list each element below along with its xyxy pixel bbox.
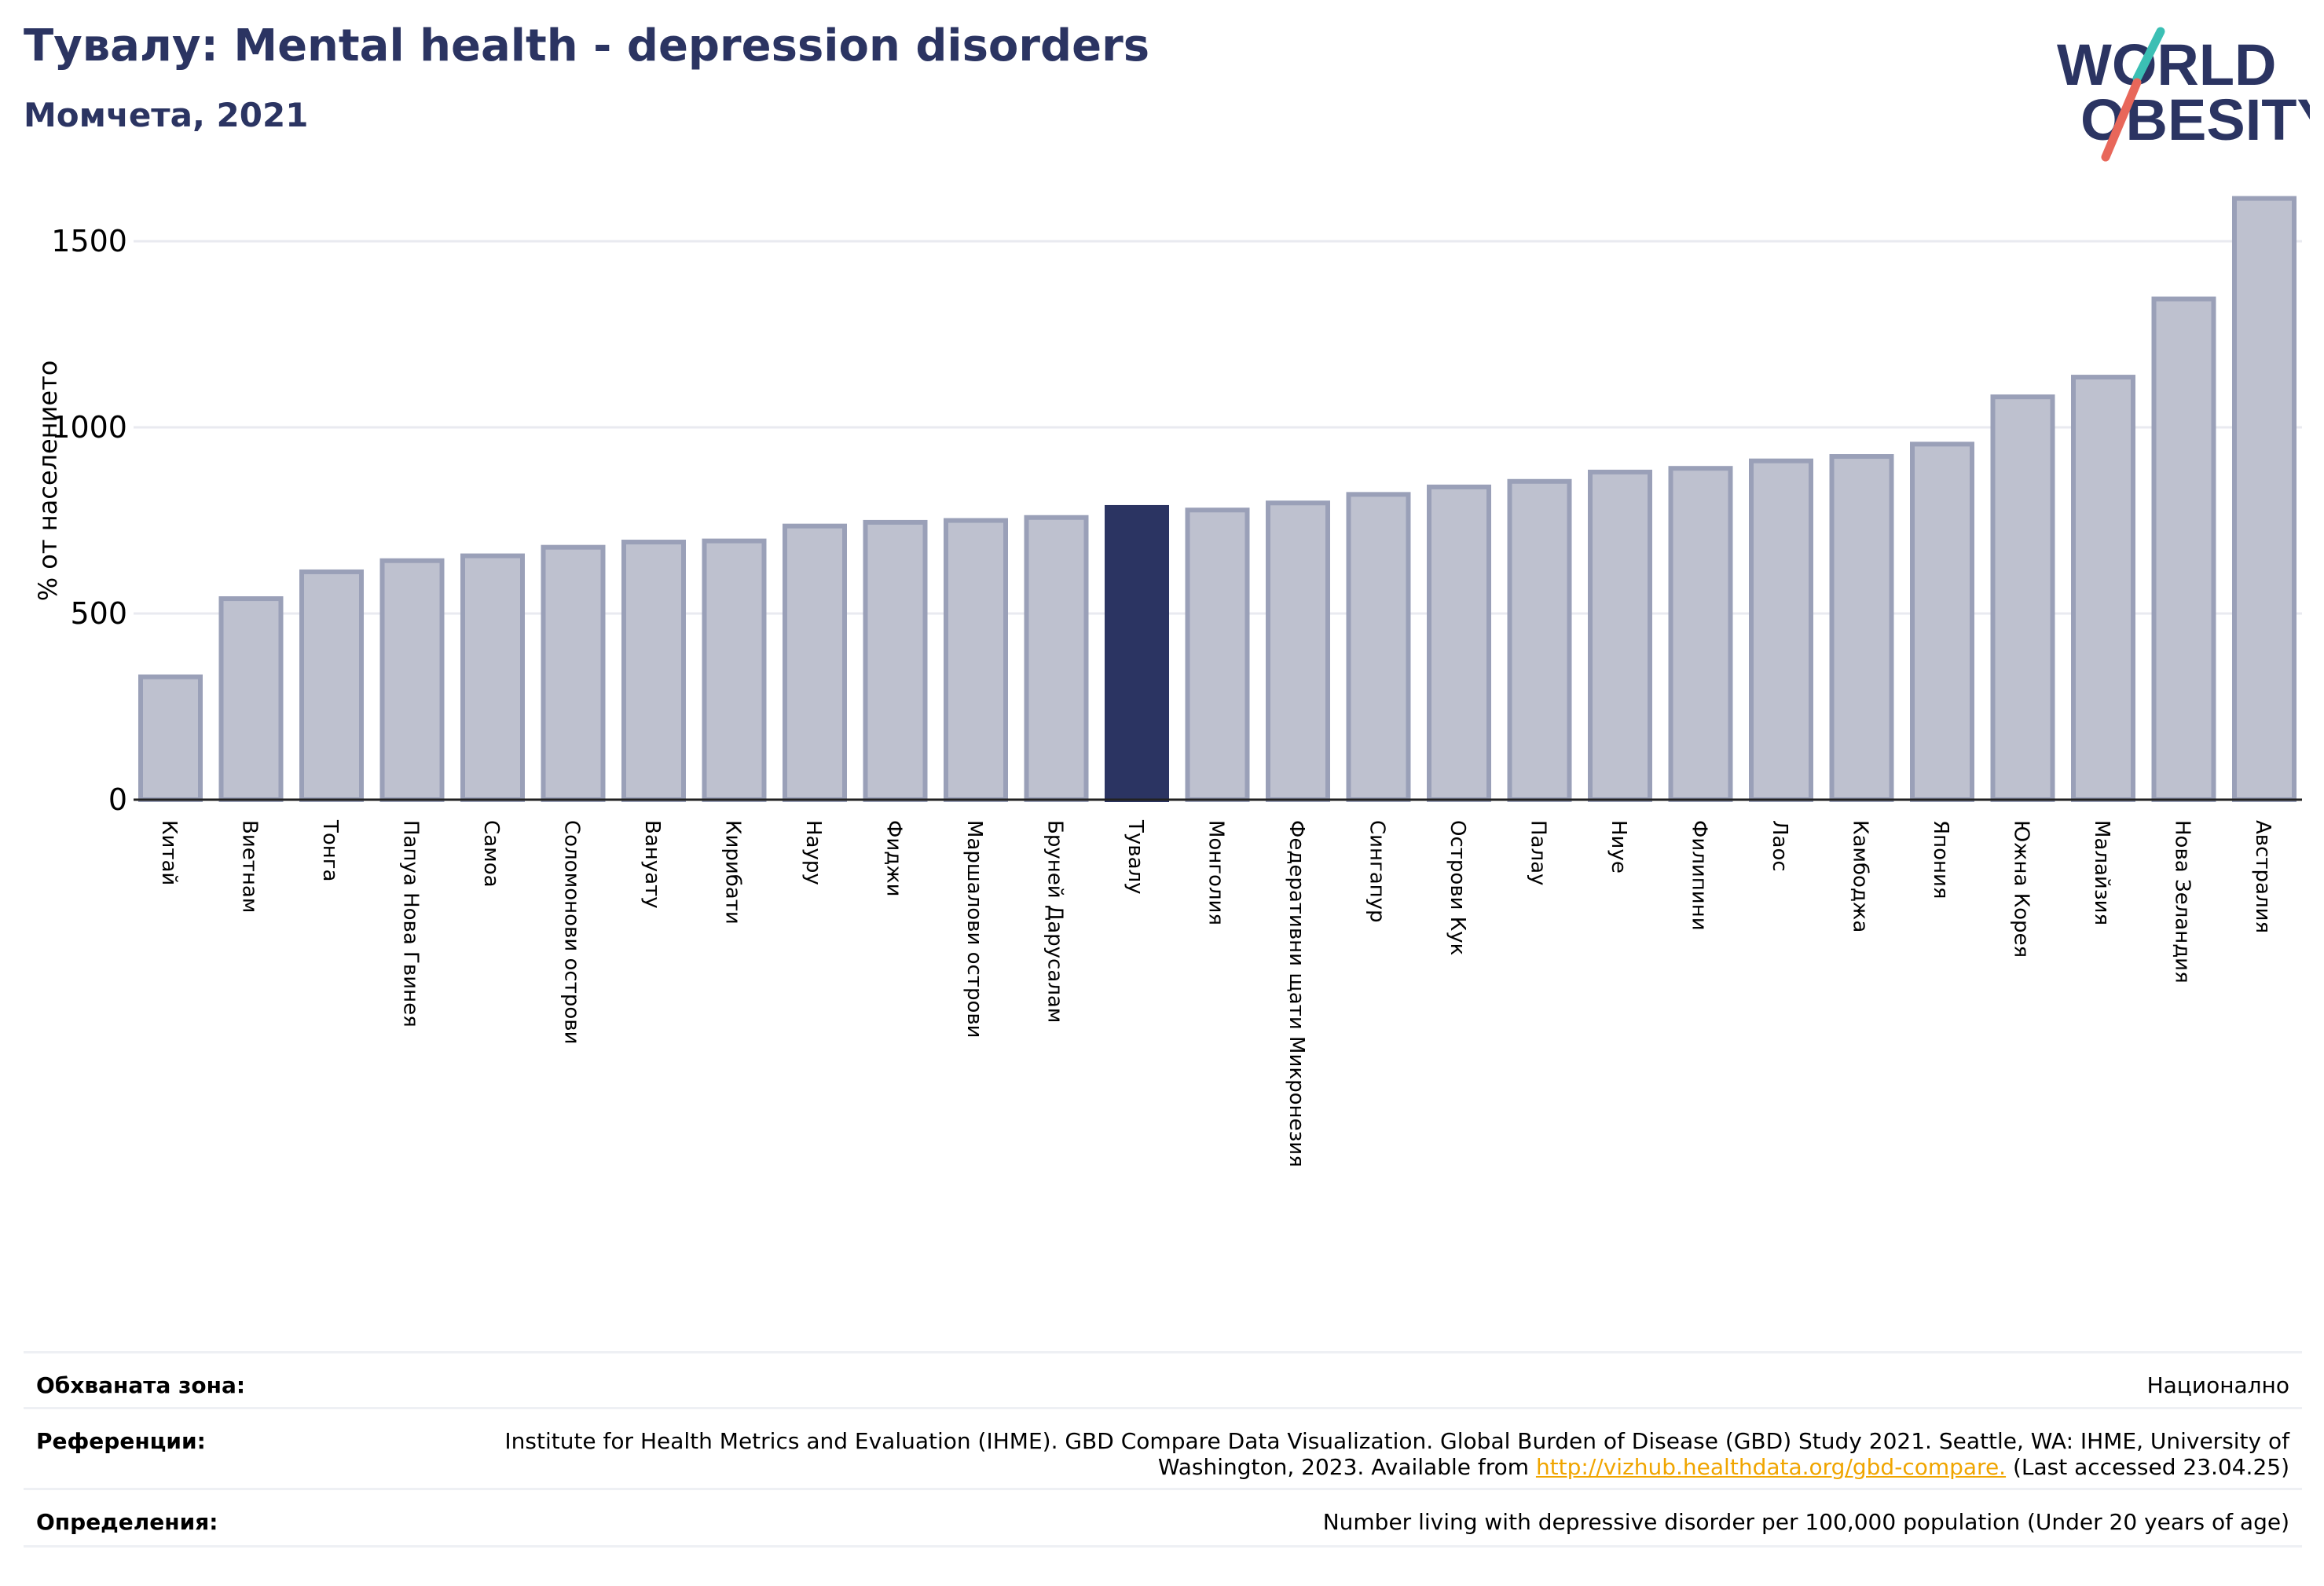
- references-text: Institute for Health Metrics and Evaluat…: [504, 1428, 2289, 1480]
- x-tick-label: Фиджи: [882, 820, 906, 897]
- bar: [1990, 394, 2055, 802]
- x-tick-label: Соломонови острови: [560, 820, 584, 1044]
- bar: [863, 519, 928, 802]
- bar: [1346, 492, 1411, 802]
- references-suffix: (Last accessed 23.04.25): [2012, 1454, 2289, 1480]
- x-tick-label: Науру: [801, 820, 825, 885]
- bar: [702, 538, 767, 802]
- y-tick-labels: 0 500 1000 1500: [51, 224, 127, 817]
- x-tick-label: Китай: [157, 820, 181, 885]
- bar: [1749, 458, 1813, 802]
- y-tick-label: 500: [70, 596, 127, 631]
- x-tick-label: Маршалови острови: [962, 820, 986, 1038]
- x-tick-label: Федеративни щати Микронезия: [1285, 820, 1308, 1167]
- x-tick-label: Самоа: [479, 820, 503, 888]
- bar: [379, 558, 445, 802]
- x-tick-label: Ниуе: [1607, 820, 1630, 874]
- bar: [138, 674, 203, 802]
- x-tick-label: Кирибати: [721, 820, 745, 925]
- bar: [1507, 478, 1572, 802]
- bar: [1427, 484, 1491, 803]
- x-tick-label: Палау: [1527, 820, 1550, 885]
- x-tick-label: Япония: [1929, 820, 1952, 899]
- x-tick-label: Вануату: [640, 820, 664, 909]
- bar: [1829, 454, 1894, 802]
- definitions-value: Number living with depressive disorder p…: [1322, 1509, 2289, 1535]
- x-tick-label: Папуа Нова Гвинея: [399, 820, 423, 1027]
- x-tick-label: Острови Кук: [1446, 820, 1469, 955]
- coverage-label: Обхваната зона:: [36, 1372, 246, 1398]
- bars: [138, 196, 2297, 803]
- x-tick-label: Виетнам: [238, 820, 262, 913]
- references-value: Institute for Health Metrics and Evaluat…: [24, 1409, 2302, 1480]
- x-tick-label: Тонга: [318, 819, 342, 881]
- references-label: Референции:: [36, 1428, 206, 1454]
- bar-chart: 0 500 1000 1500 Китай Виетнам Тонга Папуа Нова…: [33, 196, 2302, 1167]
- world-obesity-logo: WORLD OBESITY: [2057, 27, 2310, 162]
- definitions-label: Определения:: [36, 1509, 218, 1535]
- bar: [541, 544, 606, 802]
- bar: [299, 569, 364, 802]
- x-tick-label: Бруней Дарусалам: [1043, 820, 1067, 1023]
- bar: [1588, 469, 1652, 803]
- bar: [1910, 441, 1974, 802]
- coverage-value: Национално: [2146, 1372, 2289, 1398]
- x-tick-label: Малайзия: [2090, 820, 2113, 925]
- x-tick-label: Монголия: [1204, 820, 1228, 925]
- x-tick-label: Сингапур: [1365, 820, 1389, 923]
- y-tick-label: 0: [108, 782, 127, 817]
- logo-slash-top: [2132, 27, 2165, 83]
- bar: [2071, 375, 2135, 802]
- info-table: Обхваната зона: Национално Референции: I…: [24, 1351, 2302, 1548]
- chart-title: Тувалу: Mental health - depression disor…: [24, 20, 1150, 71]
- x-tick-labels: Китай Виетнам Тонга Папуа Нова Гвинея Самоа С…: [157, 819, 2275, 1167]
- bar: [2232, 196, 2297, 802]
- bar: [1105, 504, 1169, 802]
- y-tick-label: 1000: [51, 410, 127, 445]
- x-tick-label: Нова Зеландия: [2171, 820, 2194, 983]
- bar: [1185, 507, 1250, 802]
- chart-subtitle: Момчета, 2021: [24, 96, 309, 134]
- bar: [621, 540, 686, 802]
- x-tick-label: Австралия: [2251, 820, 2275, 933]
- bar: [218, 596, 284, 803]
- logo-text-world: WORLD: [2057, 32, 2277, 97]
- references-link[interactable]: http://vizhub.healthdata.org/gbd-compare…: [1535, 1454, 2007, 1480]
- x-tick-label: Южна Корея: [2010, 820, 2033, 958]
- x-tick-label: Лаос: [1768, 820, 1791, 872]
- y-axis-label: % от населението: [33, 361, 63, 602]
- logo-slash-bottom: [2101, 78, 2142, 162]
- x-tick-label: Камбоджа: [1849, 820, 1872, 932]
- bar: [2151, 296, 2216, 802]
- x-tick-label: Тувалу: [1124, 819, 1147, 895]
- y-tick-label: 1500: [51, 224, 127, 258]
- definitions-row: Определения: Number living with depressi…: [24, 1488, 2302, 1548]
- bar: [1668, 466, 1733, 803]
- x-tick-label: Филипини: [1688, 820, 1711, 931]
- bar: [460, 553, 525, 802]
- bar: [783, 523, 847, 802]
- bar: [944, 518, 1008, 803]
- coverage-row: Обхваната зона: Национално: [24, 1351, 2302, 1407]
- bar: [1266, 500, 1330, 803]
- references-row: Референции: Institute for Health Metrics…: [24, 1407, 2302, 1488]
- bar: [1024, 515, 1089, 803]
